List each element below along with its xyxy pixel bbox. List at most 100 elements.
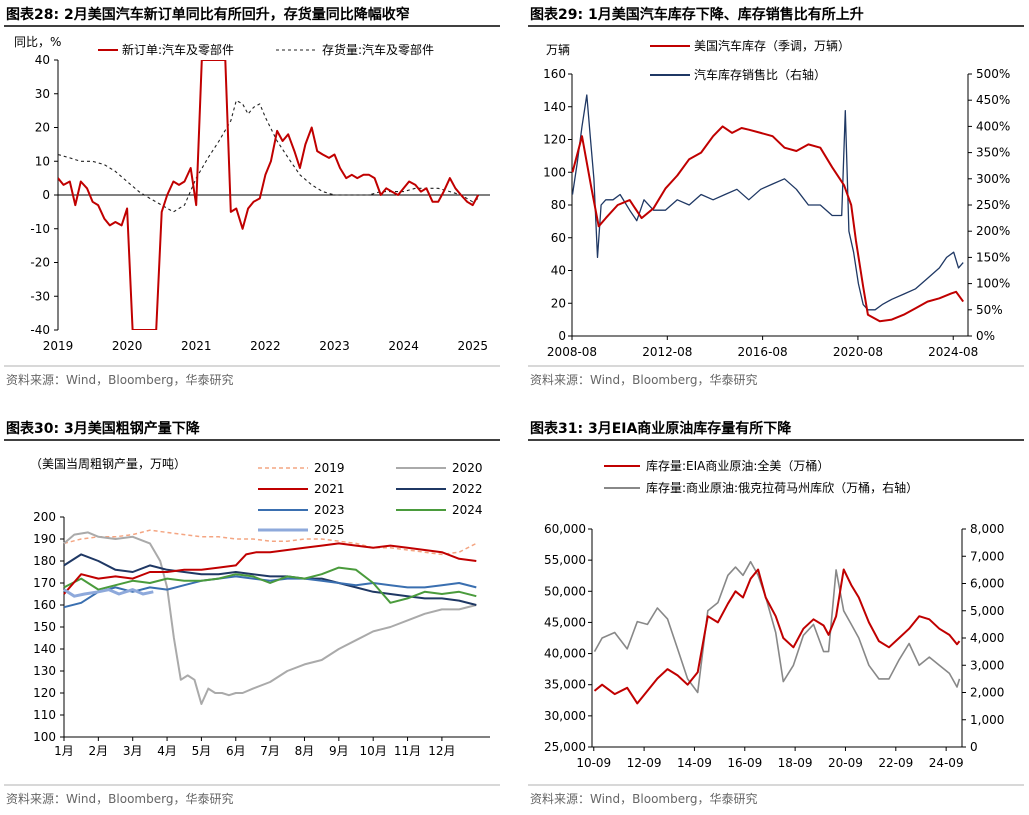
fig30-ytick-label: 170 — [33, 576, 56, 590]
fig29-y2tick-label: 100% — [976, 277, 1010, 291]
fig31-y2tick-label: 3,000 — [970, 658, 1004, 672]
fig30-legend-2025: 2025 — [314, 523, 345, 537]
fig31-ytick-label: 50,000 — [544, 584, 586, 598]
fig31-source: 资料来源：Wind，Bloomberg，华泰研究 — [530, 791, 757, 806]
fig28-xtick-label: 2019 — [43, 339, 74, 353]
fig29-y2tick-label: 450% — [976, 93, 1010, 107]
fig30-xtick-label: 7月 — [260, 744, 280, 758]
fig31-y2tick-label: 7,000 — [970, 549, 1004, 563]
fig30-legend-2019: 2019 — [314, 461, 345, 475]
fig28-plot-area — [58, 60, 480, 330]
fig31-xtick-label: 22-09 — [878, 756, 913, 770]
fig31-legend-total: 库存量:EIA商业原油:全美（万桶） — [646, 458, 829, 473]
fig31-y2tick-label: 5,000 — [970, 604, 1004, 618]
fig31-legend-cushing: 库存量:商业原油:俄克拉荷马州库欣（万桶，右轴） — [646, 480, 918, 495]
fig29-y2tick-label: 50% — [976, 303, 1003, 317]
fig28-xtick-label: 2020 — [112, 339, 143, 353]
fig30-y-axis-label: （美国当周粗钢产量，万吨） — [30, 457, 186, 471]
fig30-ytick-label: 130 — [33, 664, 56, 678]
fig31-chart: 60,000 55,000 50,000 45,000 40,000 35,000 30,0… — [544, 458, 1004, 770]
fig31-xtick-label: 18-09 — [778, 756, 813, 770]
fig30-source: 资料来源：Wind，Bloomberg，华泰研究 — [6, 791, 233, 806]
fig29-xtick-label: 2012-08 — [642, 345, 692, 359]
fig29-ytick-label: 100 — [543, 165, 566, 179]
fig29-y2tick-label: 300% — [976, 172, 1010, 186]
fig28-ytick-label: 40 — [35, 53, 50, 67]
fig31-ytick-label: 30,000 — [544, 709, 586, 723]
fig29-source: 资料来源：Wind，Bloomberg，华泰研究 — [530, 372, 757, 387]
fig30-ytick-label: 200 — [33, 510, 56, 524]
fig31-y2tick-label: 1,000 — [970, 713, 1004, 727]
fig30-ytick-label: 150 — [33, 620, 56, 634]
fig28-legend-inventory: 存货量:汽车及零部件 — [322, 42, 434, 57]
fig29-ytick-label: 160 — [543, 67, 566, 81]
fig30-ytick-label: 120 — [33, 686, 56, 700]
fig31-ytick-label: 45,000 — [544, 615, 586, 629]
fig31-ytick-label: 40,000 — [544, 647, 586, 661]
fig31-ytick-label: 55,000 — [544, 553, 586, 567]
fig28-source: 资料来源：Wind，Bloomberg，华泰研究 — [6, 372, 233, 387]
fig29-y-axis-label: 万辆 — [546, 43, 570, 57]
fig29-legend-inventory: 美国汽车库存（季调，万辆） — [694, 38, 850, 53]
fig28-xtick-label: 2021 — [181, 339, 212, 353]
fig30-ytick-label: 180 — [33, 554, 56, 568]
fig31-y2tick-label: 2,000 — [970, 686, 1004, 700]
fig29-xtick-label: 2020-08 — [833, 345, 883, 359]
fig31-xtick-label: 12-09 — [627, 756, 662, 770]
fig29-y2tick-label: 0% — [976, 329, 995, 343]
fig31-y2tick-label: 6,000 — [970, 577, 1004, 591]
fig30-xtick-label: 12月 — [428, 744, 455, 758]
fig30-xtick-label: 1月 — [54, 744, 74, 758]
fig31-series-total — [593, 568, 961, 705]
fig28-chart: 40 30 20 10 0 -10 -20 -30 -40 2019 2020 2021 2022 202… — [14, 35, 490, 353]
fig28-title: 图表28: 2月美国汽车新订单同比有所回升，存货量同比降幅收窄 — [6, 6, 410, 23]
fig30-xtick-label: 5月 — [192, 744, 212, 758]
fig30-xtick-label: 3月 — [123, 744, 143, 758]
fig29-ytick-label: 120 — [543, 133, 566, 147]
fig29-y2tick-label: 400% — [976, 119, 1010, 133]
fig30-series-2021 — [63, 542, 477, 595]
fig31-title: 图表31: 3月EIA商业原油库存量有所下降 — [530, 420, 792, 437]
fig31-ytick-label: 25,000 — [544, 740, 586, 754]
fig30-xtick-label: 9月 — [329, 744, 349, 758]
fig30-series-2019 — [63, 529, 477, 556]
fig31-xtick-label: 20-09 — [828, 756, 863, 770]
fig30-xtick-label: 2月 — [89, 744, 109, 758]
fig29-y2tick-label: 500% — [976, 67, 1010, 81]
fig28-ytick-label: -20 — [30, 256, 50, 270]
fig29-ytick-label: 20 — [551, 296, 566, 310]
fig30-legend-2020: 2020 — [452, 461, 483, 475]
fig30-series-2022 — [63, 553, 477, 606]
fig28-ytick-label: -10 — [30, 222, 50, 236]
fig28-xtick-label: 2024 — [388, 339, 419, 353]
fig29-ytick-label: 60 — [551, 231, 566, 245]
fig30-xtick-label: 4月 — [157, 744, 177, 758]
fig29-ytick-label: 80 — [551, 198, 566, 212]
fig29-chart: 160 140 120 100 80 60 40 20 0 500% 450% 400% 350% 300… — [543, 38, 1010, 359]
fig31-xtick-label: 24-09 — [929, 756, 964, 770]
fig28-xtick-label: 2022 — [250, 339, 281, 353]
fig29-legend-ratio: 汽车库存销售比（右轴） — [694, 67, 826, 82]
fig28-series-inventory — [58, 99, 479, 213]
fig28-ytick-label: 10 — [35, 154, 50, 168]
fig29-series-ratio — [571, 94, 964, 311]
fig28-xtick-label: 2025 — [457, 339, 488, 353]
fig29-ytick-label: 0 — [558, 329, 566, 343]
fig31-y2tick-label: 8,000 — [970, 522, 1004, 536]
fig30-ytick-label: 190 — [33, 532, 56, 546]
fig31-ytick-label: 35,000 — [544, 678, 586, 692]
fig31-xtick-label: 10-09 — [576, 756, 611, 770]
fig30-legend-2023: 2023 — [314, 503, 345, 517]
fig29-y2tick-label: 200% — [976, 224, 1010, 238]
fig28-ytick-label: -40 — [30, 323, 50, 337]
fig29-ytick-label: 140 — [543, 100, 566, 114]
fig30-legend-2022: 2022 — [452, 482, 483, 496]
fig30-legend-2024: 2024 — [452, 503, 483, 517]
fig31-y2tick-label: 4,000 — [970, 631, 1004, 645]
fig29-series-inventory — [571, 125, 965, 323]
fig30-ytick-label: 160 — [33, 598, 56, 612]
fig28-y-axis-label: 同比，% — [14, 35, 61, 49]
fig28-legend-orders: 新订单:汽车及零部件 — [122, 42, 234, 57]
